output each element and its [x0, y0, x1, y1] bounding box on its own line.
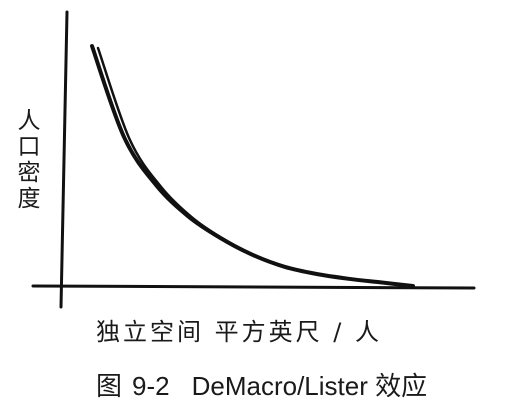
x-axis-label: 独立空间 平方英尺 / 人: [96, 318, 382, 346]
chart: [31, 10, 476, 309]
y-axis-label: 人口密度: [13, 108, 39, 212]
figure-label: 图: [96, 371, 123, 401]
y-axis: [59, 10, 69, 309]
figure-title: DeMacro/Lister 效应: [191, 371, 428, 401]
figure-caption: 图 9-2 DeMacro/Lister 效应: [96, 366, 427, 403]
curve-layer: [90, 44, 415, 288]
density-curve: [90, 44, 415, 288]
figure-number: 9-2: [132, 371, 170, 401]
x-axis: [31, 284, 476, 290]
density-curve-sketch-stroke: [96, 46, 415, 288]
